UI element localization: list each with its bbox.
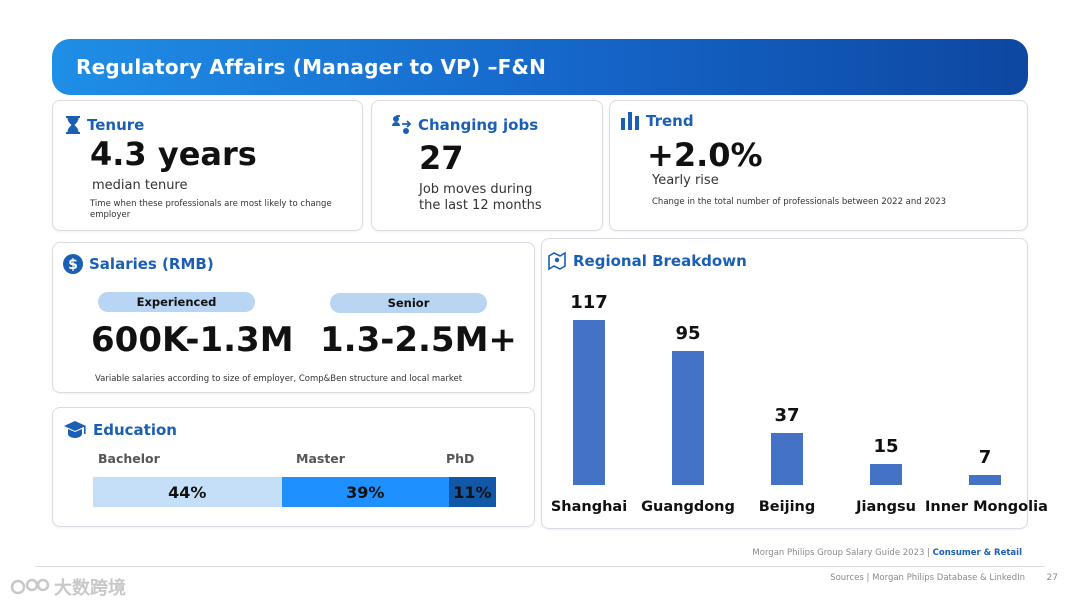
bar-shanghai [573, 320, 605, 485]
trend-value: +2.0% [647, 136, 763, 174]
salaries-title-text: Salaries (RMB) [89, 255, 214, 273]
category-label: Guangdong [641, 499, 735, 515]
education-card: Education [52, 407, 535, 527]
salaries-note: Variable salaries according to size of e… [95, 374, 463, 384]
changing-jobs-card: Changing jobs 27 Job moves during the la… [371, 100, 603, 231]
senior-salary: 1.3-2.5M+ [320, 320, 517, 360]
changing-jobs-label-2: the last 12 months [419, 198, 542, 213]
regional-title: Regional Breakdown [547, 251, 747, 271]
watermark-logo-icon [10, 578, 50, 595]
tenure-note: Time when these professionals are most l… [90, 199, 332, 220]
graduation-cap-icon [64, 421, 86, 438]
trend-title-text: Trend [646, 112, 694, 130]
edu-label-bachelor: Bachelor [98, 451, 160, 466]
swap-people-icon [392, 115, 412, 134]
dollar-icon: $ [63, 254, 83, 274]
education-title: Education [63, 420, 177, 440]
changing-jobs-title-text: Changing jobs [418, 116, 539, 134]
bar-beijing [771, 432, 803, 485]
footer-guide: Morgan Philips Group Salary Guide 2023 |… [752, 548, 1022, 558]
tenure-card: Tenure 4.3 years median tenure Time when… [52, 100, 363, 231]
trend-card: Trend +2.0% Yearly rise Change in the to… [609, 100, 1028, 231]
footer-divider [35, 566, 1045, 567]
page-title: Regulatory Affairs (Manager to VP) –F&N [76, 55, 547, 79]
bar-value-label: 37 [774, 404, 800, 426]
regional-card: Regional Breakdown [541, 238, 1028, 529]
bar-value-label: 117 [570, 292, 608, 313]
category-label: Inner Mongolia [925, 499, 1048, 515]
changing-jobs-label-1: Job moves during [419, 182, 533, 197]
experienced-pill: Experienced [98, 292, 255, 312]
changing-jobs-value: 27 [419, 139, 464, 177]
changing-jobs-title: Changing jobs [390, 114, 538, 136]
footer-sources: Sources | Morgan Philips Database & Link… [830, 573, 1025, 583]
footer-sector: Consumer & Retail [932, 548, 1022, 558]
edu-seg-master: 39% [281, 477, 449, 507]
category-label: Beijing [758, 499, 816, 515]
experienced-salary: 600K-1.3M [91, 320, 294, 360]
tenure-label: median tenure [92, 178, 188, 193]
education-bar: 44% 39% 11% [93, 477, 496, 507]
bar-chart-icon [621, 112, 639, 130]
hourglass-icon [66, 116, 80, 134]
bar-value-label: 95 [675, 323, 701, 345]
watermark-text: 大数跨境 [54, 578, 126, 599]
bar-value-label: 7 [978, 447, 992, 469]
edu-label-master: Master [296, 451, 345, 466]
bar-value-label: 15 [873, 435, 899, 457]
edu-label-phd: PhD [446, 451, 475, 466]
trend-label: Yearly rise [652, 173, 719, 188]
salaries-title: $ Salaries (RMB) [63, 254, 214, 274]
trend-note: Change in the total number of profession… [652, 197, 947, 207]
education-title-text: Education [93, 421, 177, 439]
footer-guide-text: Morgan Philips Group Salary Guide 2023 | [752, 548, 930, 558]
watermark: 大数跨境 [10, 574, 126, 600]
page-header: Regulatory Affairs (Manager to VP) –F&N [52, 39, 1028, 95]
svg-text:$: $ [68, 257, 78, 273]
trend-title: Trend [620, 112, 694, 130]
senior-pill: Senior [330, 293, 487, 313]
tenure-value: 4.3 years [90, 135, 257, 173]
edu-seg-bachelor: 44% [93, 477, 282, 507]
salaries-card: $ Salaries (RMB) Experienced Senior 600K… [52, 242, 535, 393]
category-label: Shanghai [550, 499, 628, 515]
bar-jiangsu [870, 463, 902, 485]
tenure-title: Tenure [65, 115, 144, 135]
map-icon [548, 251, 566, 271]
page-number: 27 [1046, 573, 1058, 583]
bar-inner-mongolia [969, 475, 1001, 485]
edu-seg-phd: 11% [448, 477, 496, 507]
tenure-title-text: Tenure [87, 116, 145, 134]
category-label: Jiangsu [856, 499, 916, 515]
regional-title-text: Regional Breakdown [573, 252, 747, 270]
bar-guangdong [672, 351, 704, 485]
